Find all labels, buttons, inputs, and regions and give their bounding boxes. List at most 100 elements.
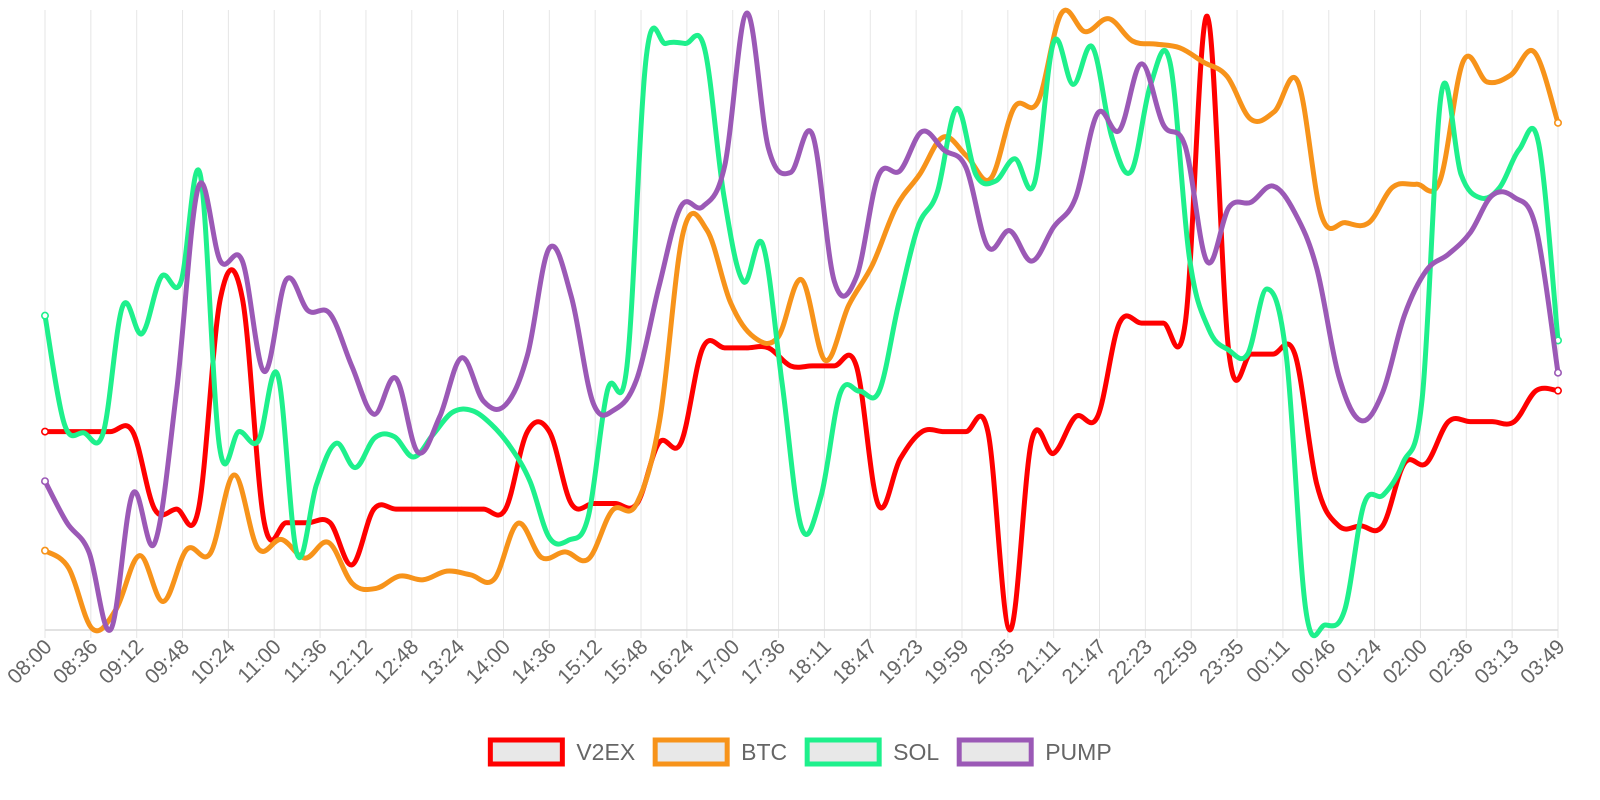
data-point-btc[interactable] (255, 545, 260, 551)
data-point-btc[interactable] (704, 227, 710, 233)
data-point-v2ex[interactable] (108, 429, 113, 434)
data-point-sol[interactable] (1439, 89, 1444, 95)
data-point-v2ex[interactable] (547, 429, 552, 434)
data-point-pump[interactable] (985, 244, 991, 250)
data-point-pump[interactable] (612, 407, 618, 412)
data-point-pump[interactable] (371, 412, 377, 417)
data-point-btc[interactable] (302, 555, 308, 561)
data-point-btc[interactable] (1343, 220, 1348, 225)
data-point-sol[interactable] (1323, 622, 1328, 628)
data-point-v2ex[interactable] (700, 345, 706, 351)
data-point-v2ex[interactable] (1204, 14, 1210, 19)
data-point-sol[interactable] (450, 410, 455, 415)
data-point-btc[interactable] (870, 262, 875, 268)
data-point-pump[interactable] (788, 170, 793, 175)
data-point-btc[interactable] (586, 556, 591, 561)
data-point-pump[interactable] (1314, 266, 1319, 271)
data-point-v2ex[interactable] (262, 520, 267, 525)
data-point-pump[interactable] (963, 165, 969, 170)
data-point-sol[interactable] (508, 444, 513, 450)
data-point-sol[interactable] (139, 331, 145, 336)
data-point-btc[interactable] (1319, 213, 1324, 219)
data-point-sol[interactable] (1517, 147, 1522, 152)
data-point-v2ex[interactable] (1270, 351, 1276, 357)
data-point-v2ex[interactable] (1314, 482, 1319, 487)
data-point-pump[interactable] (40, 477, 49, 486)
data-point-sol[interactable] (1167, 60, 1173, 65)
data-point-sol[interactable] (993, 178, 998, 184)
data-point-btc[interactable] (231, 472, 237, 478)
data-point-sol[interactable] (469, 408, 474, 413)
data-point-v2ex[interactable] (919, 429, 925, 434)
data-point-btc[interactable] (350, 581, 355, 586)
data-point-btc[interactable] (657, 418, 662, 423)
data-point-v2ex[interactable] (897, 456, 903, 462)
data-point-btc[interactable] (633, 502, 639, 507)
data-point-sol[interactable] (1090, 45, 1095, 50)
data-point-sol[interactable] (605, 387, 610, 393)
data-point-v2ex[interactable] (722, 345, 727, 351)
data-point-sol[interactable] (1129, 169, 1134, 174)
data-point-sol[interactable] (935, 190, 940, 195)
data-point-sol[interactable] (1070, 82, 1076, 87)
data-point-v2ex[interactable] (152, 506, 157, 512)
data-point-btc[interactable] (66, 565, 71, 571)
data-point-sol[interactable] (1420, 395, 1425, 401)
data-point-sol[interactable] (256, 438, 261, 444)
data-point-pump[interactable] (876, 173, 881, 179)
data-point-btc[interactable] (1295, 79, 1301, 85)
data-point-sol[interactable] (353, 465, 358, 470)
data-point-btc[interactable] (610, 508, 615, 513)
data-point-sol[interactable] (1245, 351, 1250, 357)
data-point-pump[interactable] (919, 129, 925, 134)
data-point-btc[interactable] (1437, 178, 1442, 184)
data-point-v2ex[interactable] (876, 502, 881, 507)
data-point-btc[interactable] (1153, 41, 1159, 47)
data-point-pump[interactable] (590, 400, 596, 406)
data-point-pump[interactable] (1073, 195, 1078, 201)
data-point-pump[interactable] (1270, 183, 1276, 189)
data-point-v2ex[interactable] (1446, 419, 1451, 424)
data-point-v2ex[interactable] (503, 506, 508, 512)
data-point-pump[interactable] (1139, 61, 1144, 67)
data-point-sol[interactable] (799, 525, 804, 530)
data-point-btc[interactable] (1248, 116, 1253, 122)
data-point-v2ex[interactable] (744, 345, 749, 351)
data-point-btc[interactable] (728, 300, 733, 305)
data-point-pump[interactable] (1511, 195, 1517, 200)
data-point-btc[interactable] (184, 547, 190, 552)
data-point-pump[interactable] (1358, 418, 1363, 423)
data-point-v2ex[interactable] (766, 345, 771, 351)
data-point-pump[interactable] (854, 275, 859, 280)
data-point-btc[interactable] (1012, 105, 1017, 110)
data-point-v2ex[interactable] (349, 562, 355, 568)
data-point-v2ex[interactable] (1424, 461, 1429, 466)
data-point-btc[interactable] (1461, 58, 1466, 64)
data-point-pump[interactable] (218, 258, 223, 264)
data-point-sol[interactable] (488, 421, 494, 427)
data-point-v2ex[interactable] (941, 429, 947, 434)
data-point-sol[interactable] (954, 106, 959, 111)
data-point-pump[interactable] (810, 132, 815, 137)
data-point-v2ex[interactable] (525, 429, 530, 434)
data-point-sol[interactable] (838, 390, 843, 396)
data-point-pump[interactable] (1183, 144, 1188, 149)
data-point-sol[interactable] (585, 514, 591, 520)
data-point-sol[interactable] (120, 304, 125, 309)
data-point-btc[interactable] (893, 204, 899, 210)
data-point-pump[interactable] (86, 549, 92, 555)
data-point-sol[interactable] (1187, 255, 1192, 261)
data-point-pump[interactable] (1117, 128, 1122, 133)
data-point-btc[interactable] (491, 576, 497, 582)
data-point-btc[interactable] (1484, 79, 1490, 85)
data-point-btc[interactable] (326, 540, 331, 545)
data-point-btc[interactable] (1130, 38, 1135, 44)
data-point-sol[interactable] (62, 421, 67, 427)
data-point-pump[interactable] (1554, 368, 1563, 377)
data-point-pump[interactable] (305, 308, 311, 313)
data-point-pump[interactable] (437, 414, 442, 419)
data-point-pump[interactable] (744, 10, 749, 16)
data-point-v2ex[interactable] (393, 506, 399, 512)
data-point-sol[interactable] (197, 172, 203, 177)
data-point-sol[interactable] (721, 193, 727, 199)
